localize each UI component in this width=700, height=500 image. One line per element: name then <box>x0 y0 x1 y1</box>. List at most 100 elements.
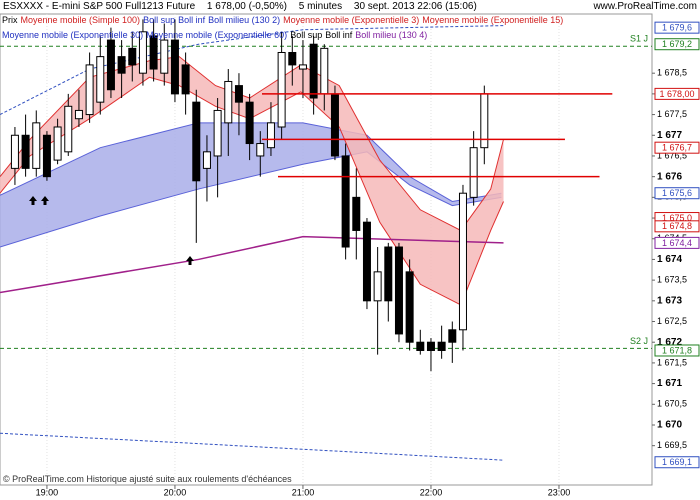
candle-body <box>373 271 382 302</box>
candle-body <box>437 341 446 351</box>
candle-body <box>309 43 318 99</box>
candle-body <box>245 101 254 145</box>
price-box-label: 1 676,7 <box>662 143 692 153</box>
y-tick-label: 1 677 <box>657 130 682 141</box>
signal-arrow <box>186 256 194 265</box>
y-tick-label: 1 672,5 <box>657 316 687 326</box>
band-lower <box>0 76 504 306</box>
signal-arrow <box>29 196 37 205</box>
candle-body <box>202 151 211 169</box>
candle-body <box>213 109 222 157</box>
y-tick-label: 1 674 <box>657 254 682 265</box>
price-box <box>654 87 700 100</box>
y-tick-label: 1 677,5 <box>657 109 687 119</box>
candle-body <box>298 64 307 70</box>
price-box-label: 1 675,6 <box>662 188 692 198</box>
candle-body <box>128 47 137 66</box>
candle-body <box>458 192 467 331</box>
price-box <box>654 344 700 357</box>
price-box <box>654 456 700 469</box>
candle-body <box>181 64 190 95</box>
price-box <box>654 21 700 34</box>
candle-body <box>96 56 105 103</box>
candle-body <box>384 246 393 302</box>
candle-body <box>224 80 233 124</box>
candle-body <box>362 221 371 302</box>
legend-entry: Boll milieu (130 4) <box>355 30 428 40</box>
candle-body <box>85 64 94 116</box>
candle-body <box>426 341 435 351</box>
price-box-label: 1 671,8 <box>662 345 692 355</box>
indicator-line <box>0 235 504 294</box>
candle-body <box>341 155 350 248</box>
candle-body <box>266 122 275 149</box>
indicator-line <box>0 25 504 116</box>
header: ESXXXX - E-mini S&P 500 Full1213 Future … <box>3 1 486 12</box>
y-tick-label: 1 672 <box>657 337 682 348</box>
legend-entry: Prix <box>2 15 18 25</box>
candle-body <box>53 126 62 161</box>
candle-body <box>352 196 361 231</box>
candle-body <box>170 39 179 95</box>
candle-body <box>160 39 169 74</box>
price-box-label: 1 679,2 <box>662 39 692 49</box>
candle-body <box>42 134 51 178</box>
price-box <box>654 220 700 233</box>
price-box <box>654 141 700 154</box>
y-tick-label: 1 669,5 <box>657 440 687 450</box>
x-tick-label: 22:00 <box>420 487 443 497</box>
x-tick-label: 23:00 <box>548 487 571 497</box>
candle-body <box>256 143 265 157</box>
legend-entry: Moyenne mobile (Exponentielle 60) <box>146 30 288 40</box>
footer: © ProRealTime.com Historique ajusté suit… <box>3 474 292 484</box>
indicator-line <box>0 432 504 461</box>
candle-body <box>416 341 425 351</box>
legend-entry: Moyenne mobile (Exponentielle 30) <box>2 30 144 40</box>
legend-row: Prix Moyenne mobile (Simple 100) Boll sup B… <box>2 15 566 25</box>
candle-body <box>138 31 147 74</box>
legend-entry: Boll inf <box>325 30 353 40</box>
candle-body <box>234 85 243 103</box>
candle-body <box>64 105 73 153</box>
price-box-label: 1 674,4 <box>662 238 692 248</box>
candle-body <box>149 35 158 70</box>
candle-body <box>469 147 478 198</box>
candle-body <box>320 47 329 95</box>
timestamp: 30 sept. 2013 22:06 (15:06) <box>353 1 477 12</box>
instrument: ESXXXX - E-mini S&P 500 Full1213 Future <box>3 1 196 12</box>
price-box-label: 1 675,0 <box>662 213 692 223</box>
legend-row: Moyenne mobile (Exponentielle 30) Moyenne… <box>2 30 430 40</box>
y-tick-label: 1 670 <box>657 420 682 431</box>
candle-body <box>117 56 126 74</box>
candle-body <box>277 51 286 128</box>
legend-entry: Moyenne mobile (Simple 100) <box>20 15 141 25</box>
price-box-label: 1 674,8 <box>662 221 692 231</box>
y-tick-label: 1 671 <box>657 378 682 389</box>
candle-body <box>74 109 83 120</box>
price-box <box>654 38 700 51</box>
price-box <box>654 236 700 249</box>
candle-body <box>330 93 339 157</box>
y-tick-label: 1 670,5 <box>657 399 687 409</box>
y-tick-label: 1 678,5 <box>657 68 687 78</box>
x-tick-label: 19:00 <box>36 487 59 497</box>
x-tick-label: 21:00 <box>292 487 315 497</box>
support-label: S1 J <box>630 34 648 44</box>
y-tick-label: 1 676,5 <box>657 150 687 160</box>
legend-entry: Moyenne mobile (Exponentielle 15) <box>422 15 564 25</box>
candle-body <box>405 271 414 343</box>
legend-entry: Moyenne mobile (Exponentielle 3) <box>283 15 420 25</box>
last-price: 1 678,00 (-0,50%) <box>206 1 287 12</box>
signal-arrow <box>41 196 49 205</box>
candle-body <box>288 51 297 66</box>
legend-entry: Boll sup <box>143 15 176 25</box>
candle-body <box>394 246 403 335</box>
legend-entry: Boll inf <box>178 15 206 25</box>
price-box <box>654 187 700 200</box>
candle-body <box>448 329 457 343</box>
y-tick-label: 1 673,5 <box>657 275 687 285</box>
timeframe: 5 minutes <box>298 1 343 12</box>
candle-body <box>192 101 201 182</box>
